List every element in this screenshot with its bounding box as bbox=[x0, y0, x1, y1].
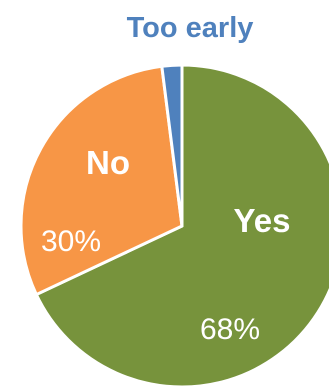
slice-label-too-early: Too early bbox=[127, 12, 254, 44]
slice-value-yes: 68% bbox=[200, 313, 260, 346]
slice-label-yes: Yes bbox=[234, 202, 291, 239]
slice-value-no: 30% bbox=[41, 225, 101, 258]
pie-slice-too-early bbox=[160, 63, 184, 228]
slice-label-no: No bbox=[86, 144, 130, 181]
pie-slices bbox=[19, 63, 329, 388]
pie-slice-no bbox=[19, 64, 184, 297]
